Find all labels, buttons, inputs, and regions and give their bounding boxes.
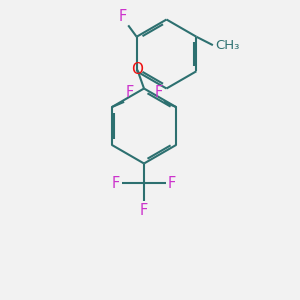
- Text: CH₃: CH₃: [215, 39, 240, 52]
- Text: F: F: [140, 203, 148, 218]
- Text: F: F: [126, 85, 134, 100]
- Text: F: F: [154, 85, 162, 100]
- Text: F: F: [168, 176, 176, 190]
- Text: F: F: [112, 176, 120, 190]
- Text: F: F: [118, 9, 127, 24]
- Text: O: O: [131, 62, 143, 77]
